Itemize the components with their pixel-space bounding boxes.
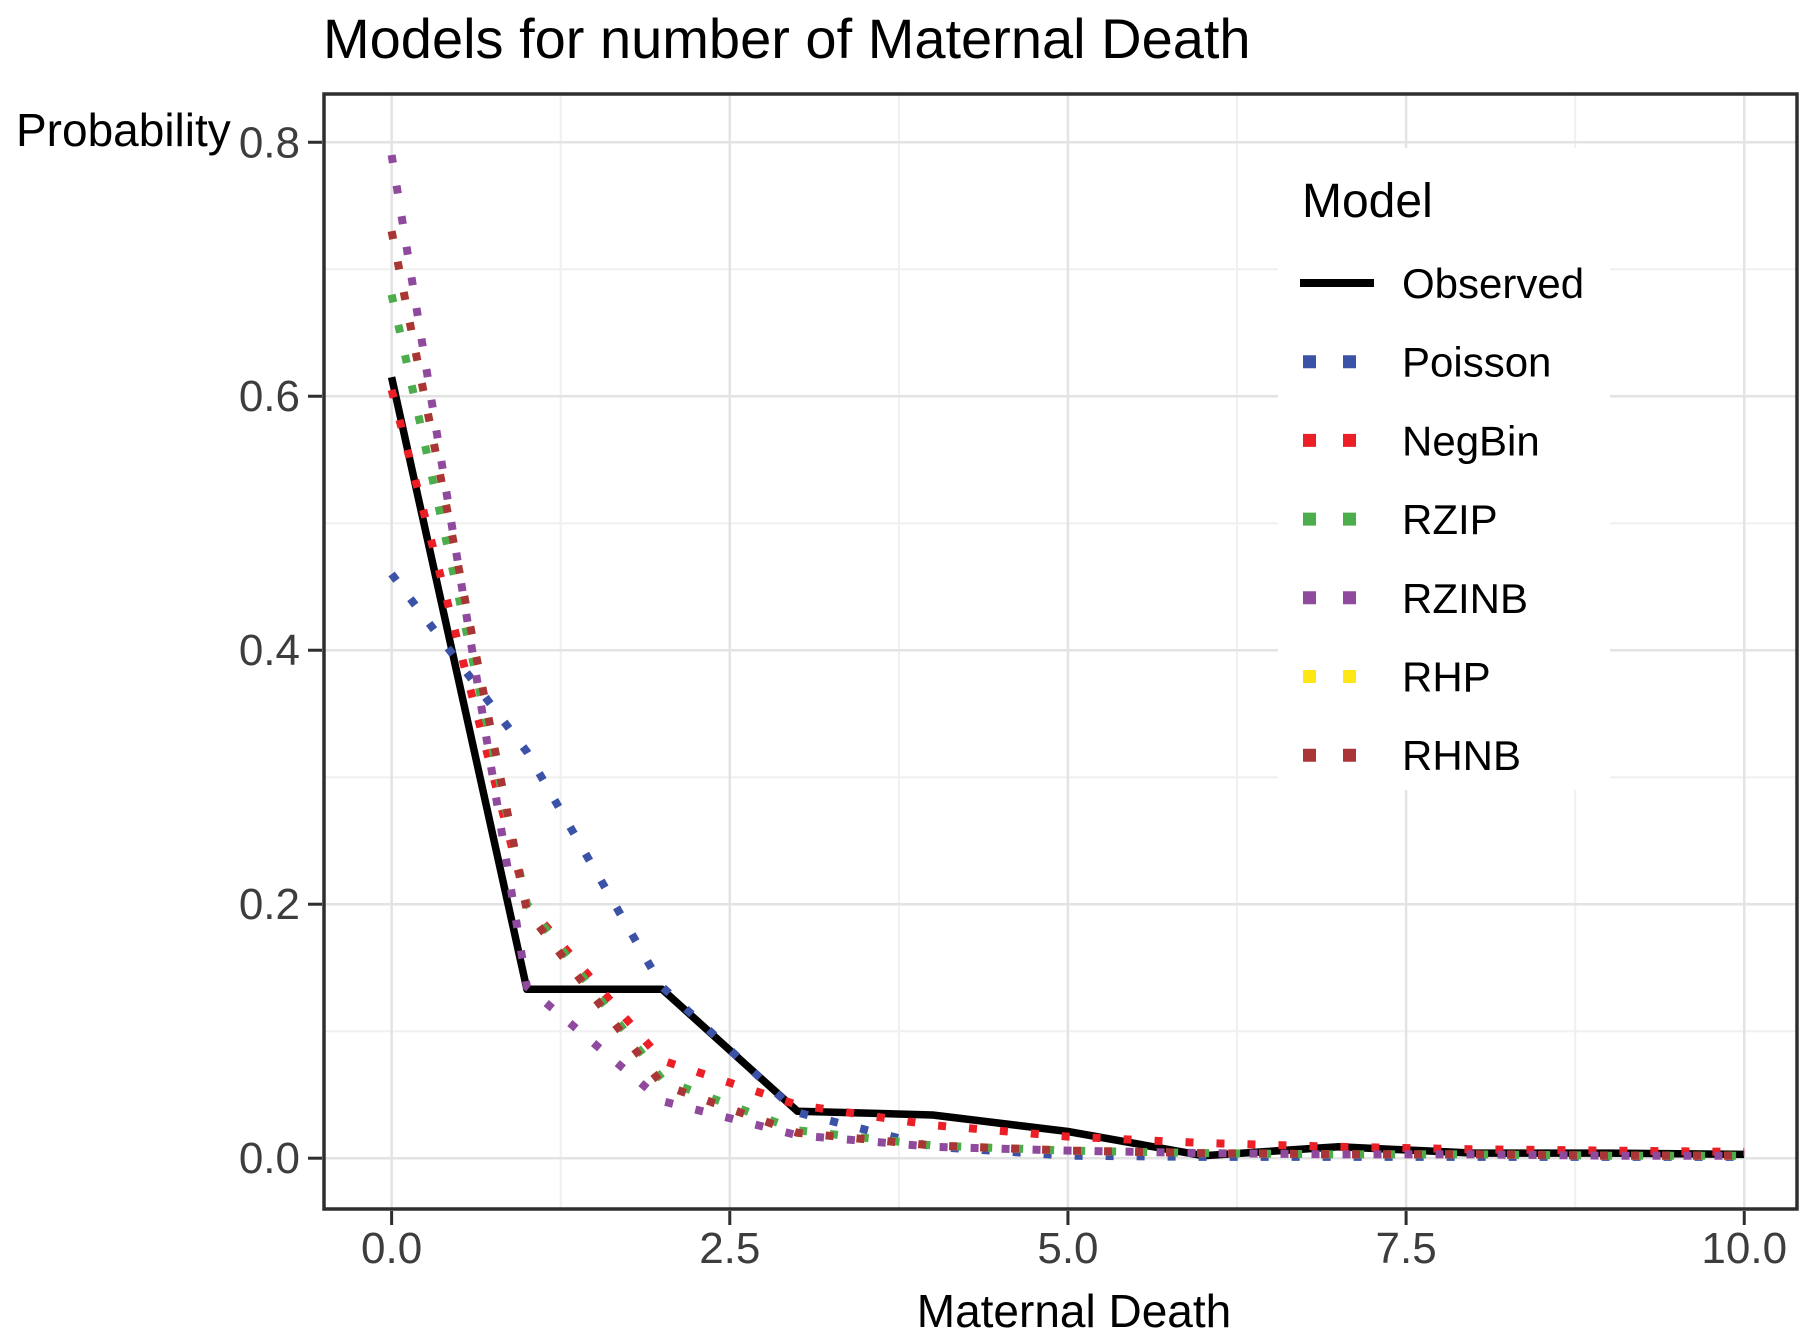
series-rzip [387, 293, 1745, 1160]
series-negbin [387, 388, 1745, 1156]
legend-background [1278, 148, 1610, 790]
y-tick-label: 0.0 [239, 1134, 300, 1183]
y-tick-label: 0.8 [239, 118, 300, 167]
legend-label-rhp: RHP [1402, 654, 1491, 701]
legend-label-rzip: RZIP [1402, 496, 1498, 543]
y-tick-label: 0.6 [239, 372, 300, 421]
series-poisson [388, 571, 1745, 1161]
legend-label-observed: Observed [1402, 260, 1584, 307]
legend-title: Model [1302, 175, 1433, 228]
x-tick-label: 10.0 [1701, 1224, 1787, 1273]
panel-border [322, 92, 1799, 1211]
x-tick-label: 5.0 [1037, 1224, 1098, 1273]
legend-label-poisson: Poisson [1402, 339, 1551, 386]
legend-label-rzinb: RZINB [1402, 575, 1528, 622]
series-rhnb [387, 230, 1745, 1160]
legend-label-negbin: NegBin [1402, 417, 1540, 464]
x-axis-title: Maternal Death [916, 1285, 1232, 1337]
x-tick-label: 2.5 [699, 1224, 760, 1273]
chart-title: Models for number of Maternal Death [323, 7, 1251, 70]
y-axis-title: Probability [16, 104, 231, 156]
y-tick-label: 0.4 [239, 626, 300, 675]
x-tick-label: 0.0 [361, 1224, 422, 1273]
legend-label-rhnb: RHNB [1402, 732, 1521, 779]
series-rzinb [387, 154, 1745, 1160]
x-tick-label: 7.5 [1376, 1224, 1437, 1273]
y-tick-label: 0.2 [239, 880, 300, 929]
